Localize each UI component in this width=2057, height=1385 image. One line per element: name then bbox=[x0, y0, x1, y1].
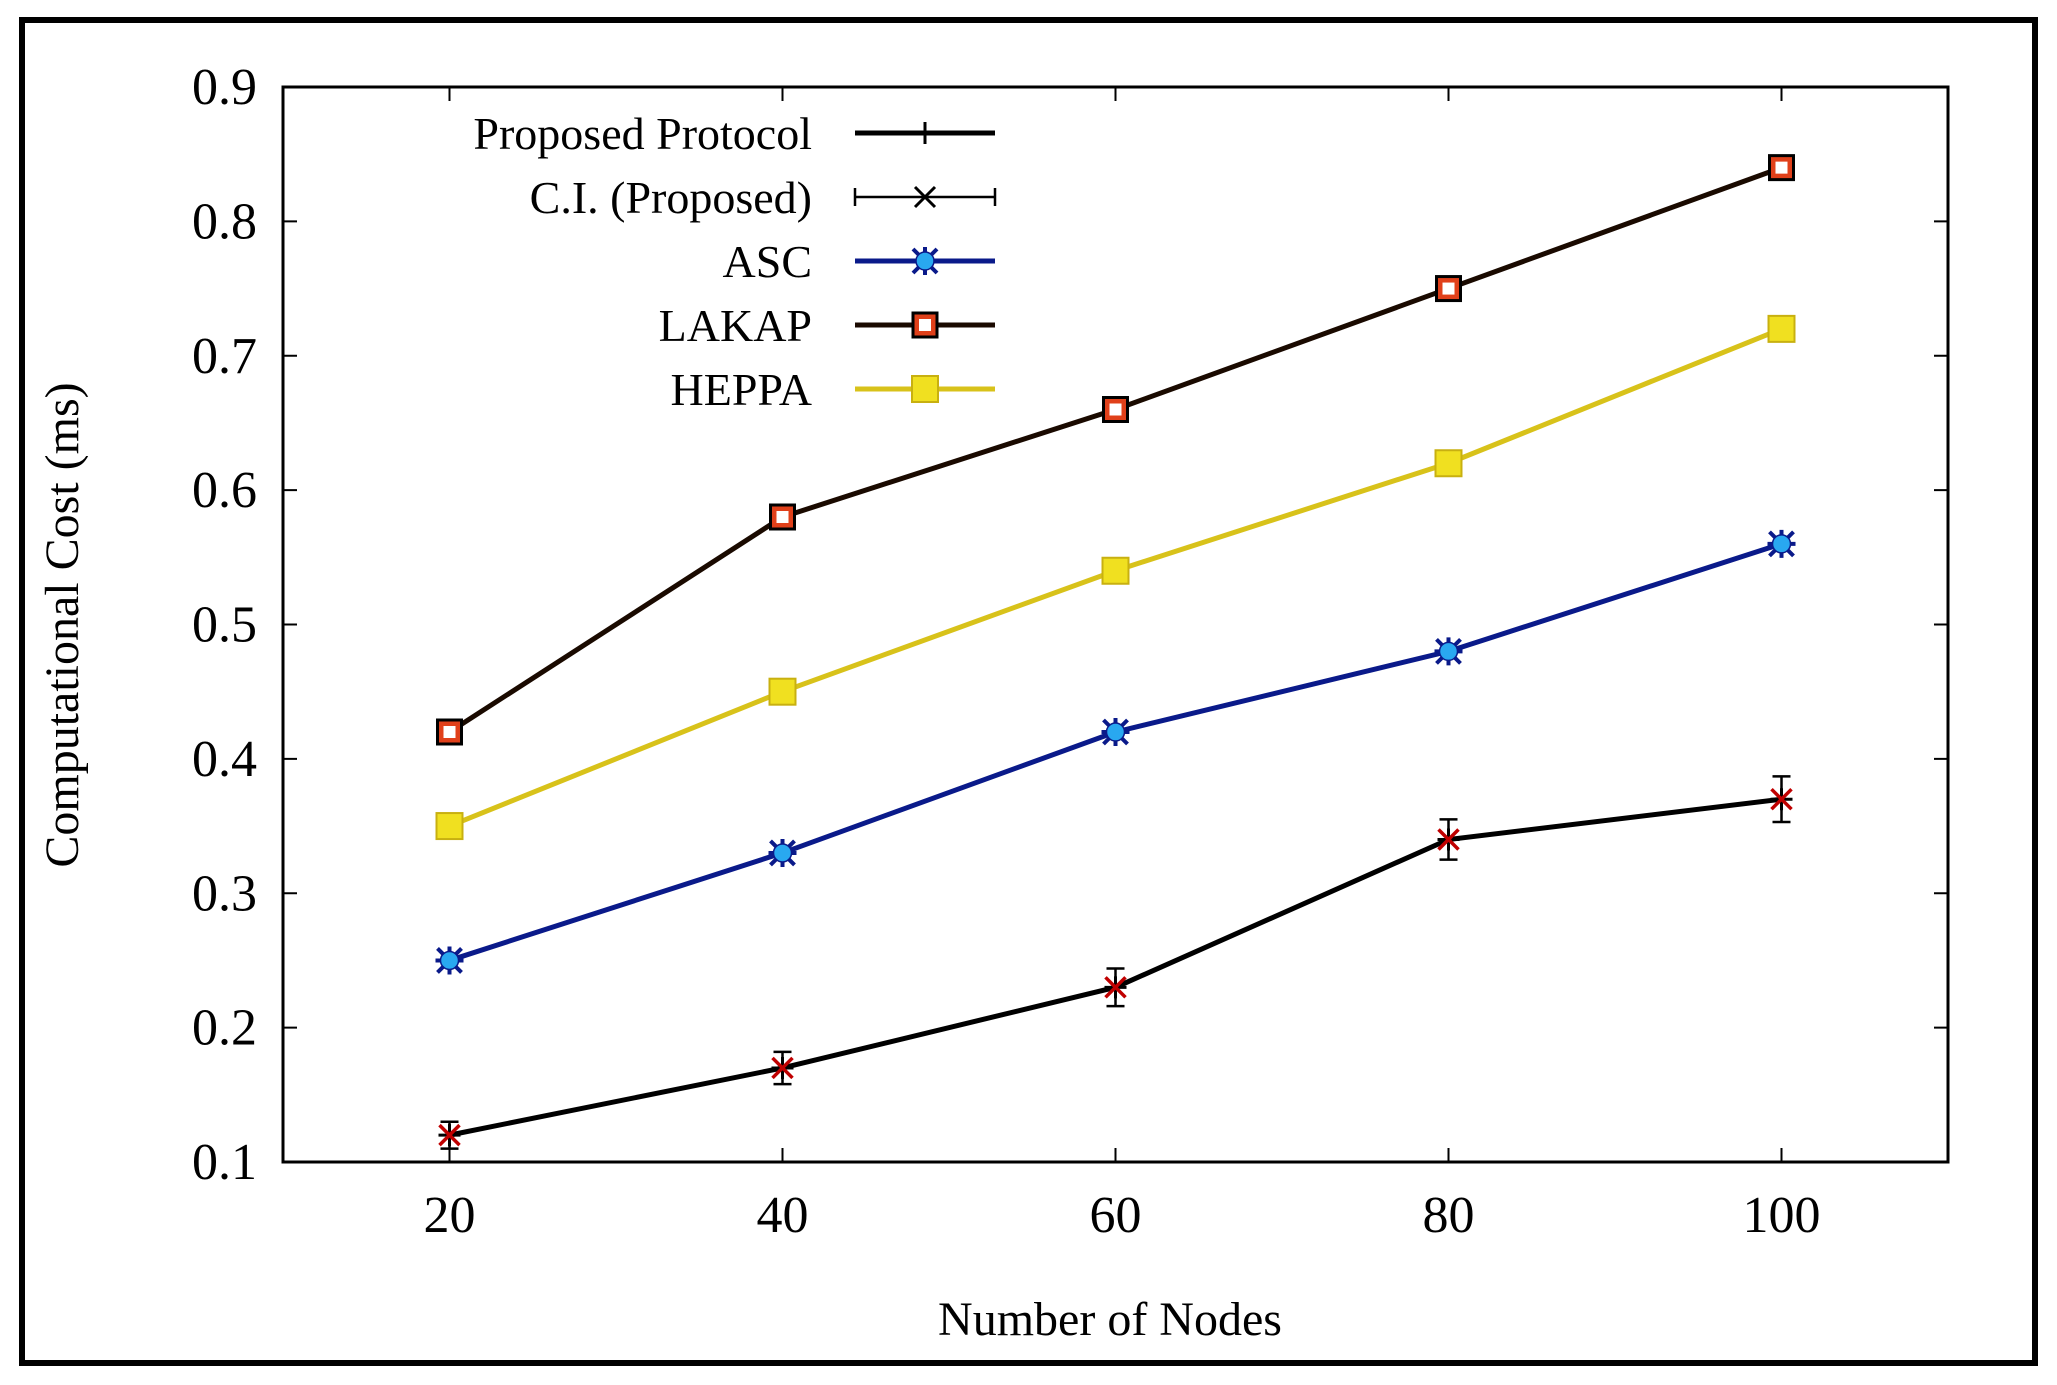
series-heppa bbox=[435, 314, 1796, 841]
y-tick-label: 0.4 bbox=[192, 731, 257, 788]
legend-item: ASC bbox=[723, 236, 995, 287]
data-point bbox=[443, 726, 456, 738]
y-tick-label: 0.8 bbox=[192, 193, 257, 250]
x-tick-label: 40 bbox=[757, 1187, 809, 1244]
x-axis: 20 40 60 80 100 bbox=[424, 87, 1821, 1244]
data-point bbox=[768, 677, 797, 706]
data-point-outline bbox=[769, 503, 796, 531]
data-point bbox=[1438, 641, 1459, 662]
data-point bbox=[439, 950, 460, 971]
data-point bbox=[1442, 282, 1455, 295]
y-tick-label: 0.7 bbox=[192, 328, 257, 385]
legend: Proposed Protocol C.I. (Proposed) ASC LAKAP… bbox=[473, 108, 997, 415]
x-tick-label: 80 bbox=[1423, 1187, 1475, 1244]
data-point bbox=[1770, 787, 1793, 811]
y-axis-title: Computational Cost (ms) bbox=[36, 382, 89, 867]
data-point bbox=[1767, 314, 1796, 343]
series-proposed-protocol bbox=[438, 788, 1793, 1147]
legend-marker bbox=[914, 122, 936, 144]
y-tick-label: 0.1 bbox=[192, 1134, 257, 1191]
legend-label: C.I. (Proposed) bbox=[530, 172, 812, 223]
x-tick-label: 20 bbox=[424, 1187, 476, 1244]
y-tick-label: 0.5 bbox=[192, 597, 257, 654]
legend-item: Proposed Protocol bbox=[473, 108, 995, 159]
legend-label: LAKAP bbox=[659, 300, 812, 351]
outer-border bbox=[19, 17, 2038, 1366]
legend-marker bbox=[911, 375, 939, 403]
series-line bbox=[448, 165, 1783, 735]
legend-item: HEPPA bbox=[671, 364, 995, 415]
data-point bbox=[776, 511, 789, 523]
y-axis: 0.1 0.2 0.3 0.4 0.5 0.6 0.7 0.8 0.9 bbox=[192, 59, 1948, 1191]
legend-item: C.I. (Proposed) bbox=[530, 172, 997, 223]
legend-marker bbox=[915, 251, 935, 271]
data-point bbox=[1105, 722, 1126, 742]
data-point bbox=[1437, 828, 1460, 851]
data-point bbox=[1101, 556, 1130, 585]
data-point bbox=[1104, 976, 1127, 999]
data-point bbox=[1775, 161, 1788, 174]
data-point bbox=[1771, 534, 1792, 554]
series-asc bbox=[435, 529, 1796, 975]
series-lakap bbox=[436, 154, 1795, 746]
series-c-i-proposed- bbox=[438, 775, 1793, 1150]
x-tick-label: 100 bbox=[1743, 1187, 1821, 1244]
legend-item: LAKAP bbox=[659, 300, 995, 351]
series-line bbox=[448, 541, 1783, 963]
data-point bbox=[771, 1056, 794, 1080]
x-axis-title: Number of Nodes bbox=[938, 1293, 1282, 1346]
y-tick-label: 0.2 bbox=[192, 1000, 257, 1057]
legend-marker bbox=[919, 319, 931, 331]
data-point bbox=[772, 843, 793, 863]
data-point bbox=[1109, 403, 1122, 416]
data-point-outline bbox=[1435, 275, 1462, 303]
legend-marker bbox=[913, 185, 937, 209]
y-tick-label: 0.3 bbox=[192, 865, 257, 922]
y-tick-label: 0.9 bbox=[192, 59, 257, 116]
legend-label: ASC bbox=[723, 236, 812, 287]
data-point bbox=[435, 812, 464, 841]
legend-label: Proposed Protocol bbox=[473, 108, 812, 159]
data-point bbox=[438, 1123, 461, 1147]
data-point bbox=[1434, 449, 1463, 478]
series-line bbox=[449, 796, 1782, 1138]
legend-label: HEPPA bbox=[671, 364, 812, 415]
x-tick-label: 60 bbox=[1090, 1187, 1142, 1244]
y-tick-label: 0.6 bbox=[192, 462, 257, 519]
series-layer bbox=[435, 154, 1796, 1150]
